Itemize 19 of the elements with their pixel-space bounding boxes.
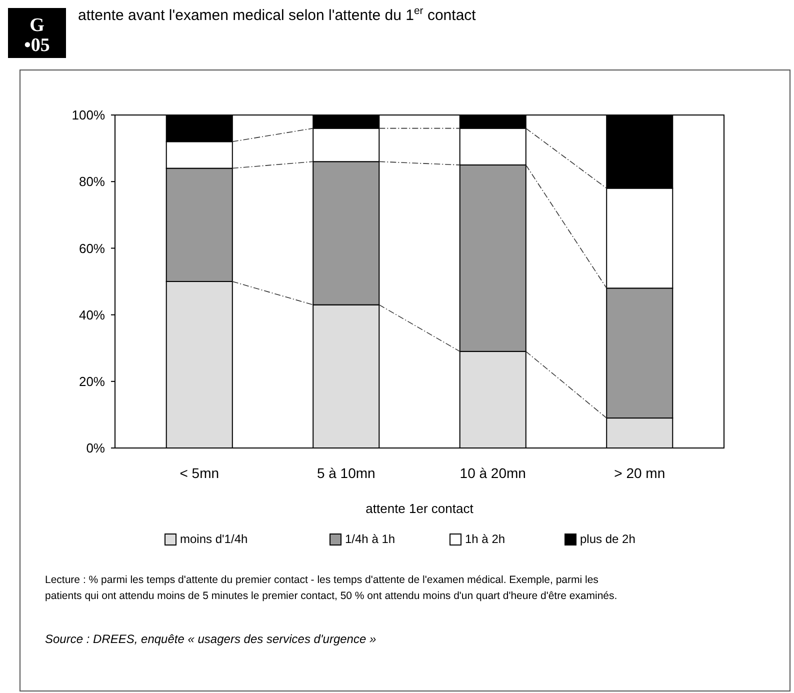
source-note: Source : DREES, enquête « usagers des services d'urgence » (45, 632, 376, 646)
legend-label: moins d'1/4h (180, 532, 248, 546)
x-tick-label: < 5mn (180, 465, 220, 481)
legend-label: plus de 2h (580, 532, 636, 546)
x-tick-label: 5 à 10mn (316, 465, 376, 481)
y-tick-label: 80% (78, 174, 106, 190)
legend-label: 1h à 2h (465, 532, 506, 546)
y-tick-label: 100% (72, 108, 106, 123)
x-tick-label: > 20 mn (614, 465, 666, 481)
y-tick-label: 20% (78, 374, 106, 389)
y-tick-label: 60% (78, 240, 106, 256)
y-tick-label: 0% (86, 440, 106, 456)
chart-title: attente avant l'examen medical selon l'attente du 1$^{er}$ contact (78, 5, 477, 24)
text: G •05 (24, 15, 50, 56)
text: Lecture : % parmi les temps d'attente du premier contact - les temps d'attente de l'examen médical. Exemple, parmi les patients qui ont attendu moins de 5 minutes le premier contact, 50 % ont attendu moins d'un quart d'heure d'être examinés. (45, 574, 618, 602)
legend-label: 1/4h à 1h (345, 532, 396, 546)
y-tick-label: 40% (78, 307, 106, 322)
x-axis-title: attente 1er contact (366, 501, 474, 516)
x-tick-label: 10 à 20mn (460, 465, 526, 481)
